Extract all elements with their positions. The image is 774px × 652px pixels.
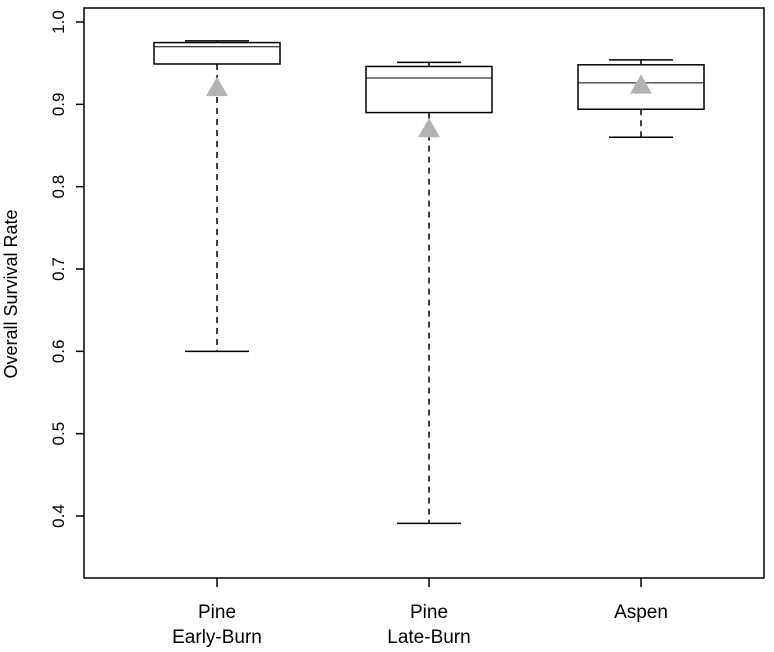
mean-marker	[630, 74, 652, 94]
y-tick-label: 0.7	[49, 257, 68, 281]
x-category-label: Early-Burn	[172, 627, 262, 648]
y-tick-label: 1.0	[49, 10, 68, 34]
mean-marker	[418, 118, 440, 138]
y-tick-label: 0.6	[49, 340, 68, 364]
x-category-label: Pine	[198, 602, 236, 623]
box-group	[153, 40, 281, 353]
iqr-box	[153, 41, 281, 65]
x-axis: Pine Early-Burn Pine Late-Burn Aspen	[172, 578, 668, 648]
y-axis-title: Overall Survival Rate	[1, 209, 21, 378]
y-tick-label: 0.9	[49, 93, 68, 117]
x-category-label: Late-Burn	[387, 627, 470, 648]
box-group	[365, 61, 493, 525]
x-category-label: Pine	[410, 602, 448, 623]
y-tick-label: 0.5	[49, 422, 68, 446]
box-group	[577, 59, 705, 139]
mean-marker	[206, 76, 228, 97]
y-tick-label: 0.4	[49, 504, 68, 528]
x-category-label: Aspen	[614, 602, 668, 623]
y-axis: 0.4 0.5 0.6 0.7 0.8 0.9 1.0	[49, 10, 84, 528]
y-tick-label: 0.8	[49, 175, 68, 199]
boxes	[153, 40, 705, 525]
iqr-box	[365, 65, 493, 114]
plot-frame	[83, 7, 765, 579]
